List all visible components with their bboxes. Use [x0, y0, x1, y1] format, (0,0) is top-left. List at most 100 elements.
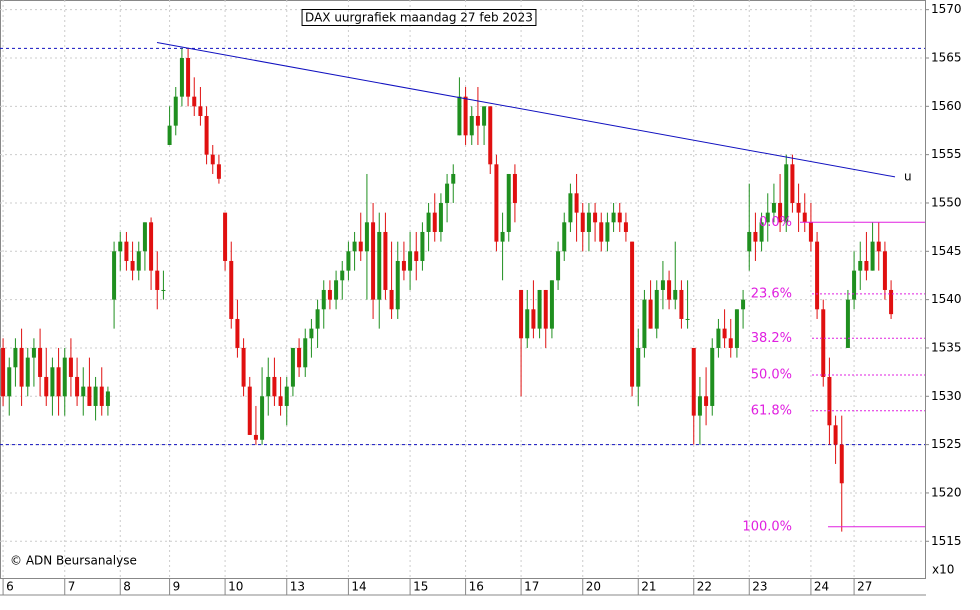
candle-body: [722, 328, 727, 339]
candle-body: [543, 289, 548, 329]
candle-body: [105, 391, 110, 406]
candle-body: [716, 328, 721, 348]
candle-body: [327, 289, 332, 300]
candle-body: [389, 289, 394, 310]
candle-body: [297, 347, 302, 368]
candle-body: [457, 96, 462, 136]
candle-body: [845, 299, 850, 348]
fib-label: 50.0%: [751, 368, 792, 383]
candle-body: [432, 212, 437, 232]
fib-label: 23.6%: [751, 286, 792, 301]
candle-body: [198, 106, 203, 116]
candle-body: [667, 280, 672, 300]
candle-body: [290, 347, 295, 387]
candle-body: [25, 357, 30, 387]
candle-body: [167, 125, 172, 145]
source-label: © ADN Beursanalyse: [10, 554, 137, 568]
candle-body: [531, 309, 536, 329]
candle-body: [38, 347, 43, 377]
candle-body: [562, 222, 567, 252]
candle-body: [753, 231, 758, 242]
candle-body: [216, 164, 221, 179]
candle-body: [408, 251, 413, 271]
chart-title: DAX uurgrafiek maandag 27 feb 2023: [305, 11, 533, 25]
candle-body: [710, 347, 715, 406]
fib-label: 61.8%: [751, 403, 792, 418]
candle-body: [679, 289, 684, 319]
candle-body: [179, 57, 184, 97]
candle-body: [512, 173, 517, 203]
candle-body: [364, 222, 369, 252]
y-tick-label: 1550: [931, 195, 962, 209]
candle-body: [235, 318, 240, 348]
candle-body: [778, 202, 783, 223]
candle-body: [62, 357, 67, 397]
candle-body: [630, 241, 635, 387]
candle-body: [75, 376, 80, 397]
candle-body: [556, 251, 561, 281]
candle-body: [482, 106, 487, 126]
candle-body: [741, 299, 746, 310]
candle-body: [833, 425, 838, 445]
candle-body: [173, 96, 178, 126]
candle-body: [99, 386, 104, 406]
candle-body: [124, 241, 129, 261]
candle-body: [93, 386, 98, 406]
y-tick-label: 1570: [931, 2, 962, 16]
candle-body: [401, 260, 406, 271]
candle-body: [371, 222, 376, 300]
candle-body: [272, 376, 277, 397]
candle-body: [704, 396, 709, 406]
candle-body: [149, 222, 154, 271]
candle-body: [414, 251, 419, 261]
candle-body: [210, 154, 215, 165]
candle-body: [278, 396, 283, 406]
candle-body: [827, 376, 832, 426]
candle-body: [673, 289, 678, 300]
candle-body: [636, 347, 641, 387]
candle-body: [155, 270, 160, 290]
candle-body: [395, 260, 400, 310]
candle-body: [691, 347, 696, 416]
candle-body: [864, 260, 869, 271]
candle-body: [161, 289, 166, 291]
y-tick-label: 1520: [931, 485, 962, 499]
y-tick-label: 1530: [931, 389, 962, 403]
candle-body: [796, 202, 801, 213]
candle-body: [130, 260, 135, 271]
candle-body: [315, 309, 320, 329]
candle-body: [451, 173, 456, 184]
candle-body: [118, 241, 123, 252]
candle-body: [697, 396, 702, 416]
x-tick-label: 27: [857, 580, 872, 594]
candle-body: [870, 241, 875, 271]
candle-body: [68, 357, 73, 377]
candle-body: [821, 309, 826, 377]
candle-body: [142, 222, 147, 252]
candle-body: [660, 280, 665, 290]
candle-body: [802, 212, 807, 223]
x-tick-label: 22: [697, 580, 712, 594]
candle-body: [284, 386, 289, 406]
candle-body: [253, 434, 258, 440]
candle-body: [488, 106, 493, 165]
x-tick-label: 10: [228, 580, 243, 594]
trend-line: [156, 42, 896, 178]
candle-body: [260, 396, 265, 440]
candle-body: [765, 212, 770, 223]
candle-body: [469, 115, 474, 136]
fib-label: 100.0%: [742, 519, 792, 534]
x-tick-label: 24: [814, 580, 829, 594]
candle-body: [876, 241, 881, 252]
x-tick-label: 20: [586, 580, 601, 594]
candle-body: [204, 115, 209, 155]
candle-body: [377, 231, 382, 300]
candle-body: [309, 328, 314, 339]
candle-body: [56, 367, 61, 397]
axis-multiplier: x10: [932, 563, 954, 577]
candle-body: [519, 289, 524, 339]
y-tick-label: 1515: [931, 534, 962, 548]
candle-body: [186, 57, 191, 97]
candle-body: [537, 289, 542, 329]
y-tick-label: 1565: [931, 50, 962, 64]
